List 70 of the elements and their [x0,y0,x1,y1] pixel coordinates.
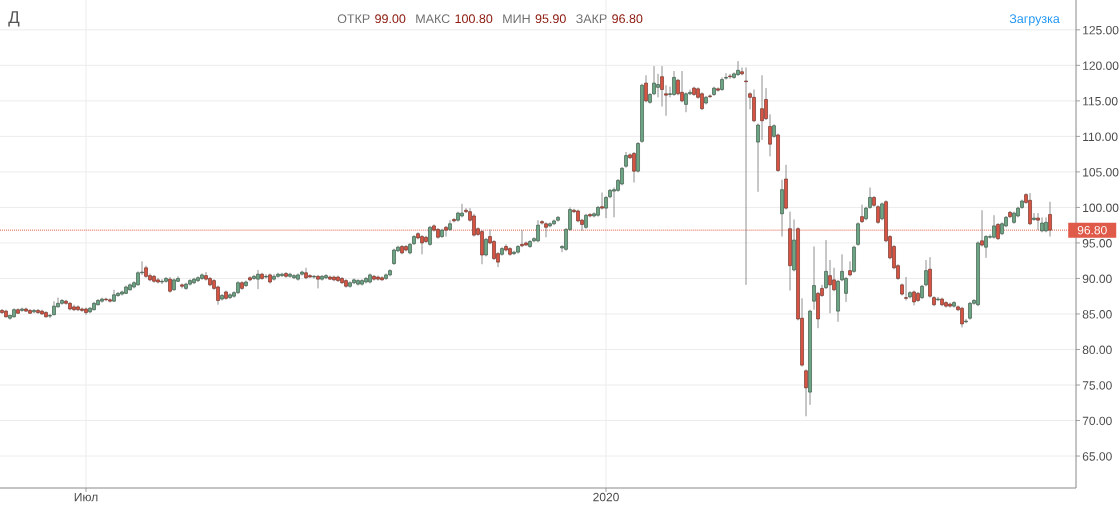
candlestick [828,259,832,314]
candlestick [656,73,660,98]
x-tick-label: Июл [74,492,98,502]
candlestick [536,219,540,243]
candlestick [256,269,260,290]
candlestick [960,306,964,328]
candlestick [420,234,424,255]
candlestick [280,272,284,278]
candlestick [52,300,56,316]
annotation: МАКС [416,14,450,24]
y-tick-label: 90.00 [1082,274,1112,284]
y-tick-label: 105.00 [1083,168,1119,177]
candlestick [0,308,4,315]
candlestick [752,89,756,123]
annotation: 96.80 [612,14,643,24]
candlestick [736,60,740,77]
candlestick [32,308,36,314]
candlestick [108,297,112,303]
y-tick-label: 95.00 [1082,239,1112,248]
y-tick-label: 120.00 [1083,61,1119,70]
x-tick-label: 2020 [593,492,619,502]
ref-line-label: 96.80 [1077,225,1107,235]
candlestick [160,278,164,285]
candlestick [804,368,808,417]
candlestick [728,73,732,80]
candlestick [936,296,940,302]
candlestick [460,203,464,218]
candlestick [1032,212,1036,222]
candlestick [304,267,308,280]
candlestick [272,273,276,281]
candlestick [64,299,68,306]
y-tick-label: 65.00 [1082,452,1112,461]
candlestick [684,91,688,113]
candlestick [428,225,432,247]
y-tick-label: 80.00 [1082,345,1112,355]
candlestick [964,318,968,324]
annotation: Загрузка [1009,14,1060,26]
annotation: 100.80 [455,14,493,24]
candlestick [252,274,256,281]
candlestick [860,204,864,224]
candlestick [264,273,268,279]
annotation: МИН [503,14,530,23]
candlestick [1028,192,1032,226]
candlestick [904,276,908,301]
candlestick [316,274,320,289]
candlestick [992,214,996,240]
y-tick-label: 100.00 [1083,203,1119,213]
candlestick [324,273,328,280]
candlestick [276,272,280,279]
y-tick-label: 75.00 [1082,381,1112,390]
y-tick-label: 115.00 [1083,96,1118,106]
y-tick-label: 70.00 [1082,416,1112,426]
y-tick-label: 125.00 [1083,25,1119,35]
text: Д [8,11,20,27]
candlestick [36,308,40,315]
annotation: 99.00 [375,14,406,24]
candlestick [632,151,636,183]
candlestick [672,70,676,97]
candlestick [180,283,184,289]
candlestick [856,221,860,247]
candlestick [288,272,292,279]
candlestick [760,74,764,141]
candlestick [292,273,296,280]
annotation: ЗАКР [576,14,607,24]
candlestick [116,291,120,298]
y-tick-label: 110.00 [1083,132,1118,142]
annotation: ОТКР [337,14,370,24]
y-tick-label: 85.00 [1082,310,1112,319]
annotation: 95.90 [535,14,566,24]
candlestick [924,259,928,287]
